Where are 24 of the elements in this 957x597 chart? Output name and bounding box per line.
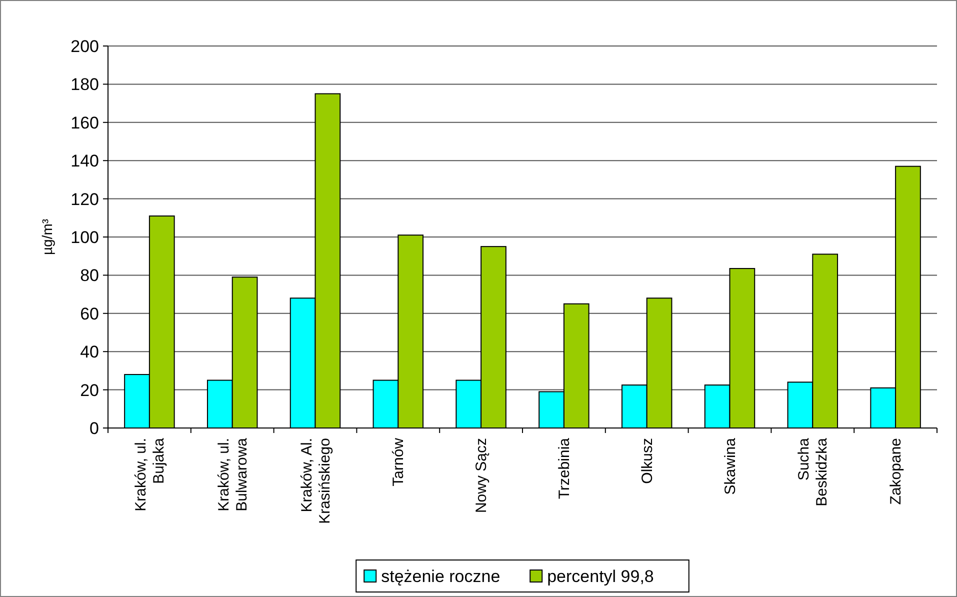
x-tick-label: Kraków, Al. Krasińskiego xyxy=(298,438,334,524)
x-tick-label: Tarnów xyxy=(390,438,408,486)
x-tick-label: Kraków, ul. Bujaka xyxy=(132,437,168,512)
y-tick-label: 20 xyxy=(80,380,99,400)
y-tick-label: 40 xyxy=(80,342,99,362)
y-tick-label: 0 xyxy=(90,418,99,438)
y-tick-label: 60 xyxy=(80,304,99,324)
x-tick-label: Skawina xyxy=(722,437,739,495)
x-tick-label: Nowy Sącz xyxy=(473,438,490,514)
y-tick-label: 80 xyxy=(80,266,99,286)
y-tick-label: 200 xyxy=(70,36,99,56)
y-tick-label: 100 xyxy=(70,228,99,247)
y-axis-title: µg/m³ xyxy=(39,218,55,256)
y-tick-label: 120 xyxy=(70,190,99,209)
y-tick-label: 180 xyxy=(70,75,99,94)
x-tick-label: Olkusz xyxy=(638,438,656,484)
x-tick-label: Kraków, ul. Bulwarowa xyxy=(215,437,250,512)
y-tick-label: 160 xyxy=(70,113,99,132)
x-tick-label: Trzebinia xyxy=(556,437,573,500)
y-tick-label: 140 xyxy=(70,152,99,171)
legend-label: stężenie roczne xyxy=(381,567,500,586)
legend-label: percentyl 99,8 xyxy=(547,567,654,586)
x-tick-label: Sucha Beskidzka xyxy=(796,437,831,506)
x-tick-label: Zakopane xyxy=(888,438,905,505)
